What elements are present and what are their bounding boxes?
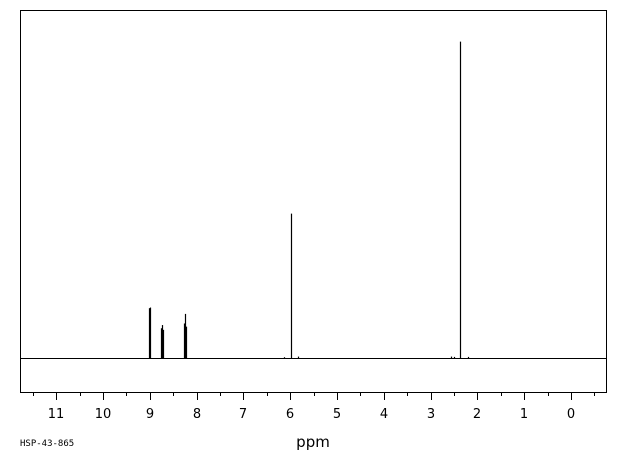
x-tick-label: 10 (95, 407, 112, 422)
x-tick-label: 11 (48, 407, 65, 422)
spectrum-series (148, 41, 470, 359)
x-tick-label: 8 (193, 407, 201, 422)
x-tick-label: 9 (146, 407, 154, 422)
x-tick-label: 3 (427, 407, 435, 422)
x-tick-label: 2 (473, 407, 481, 422)
x-axis: 11 10 9 8 7 6 5 4 3 2 1 0 (33, 392, 595, 422)
x-tick-label: 5 (333, 407, 341, 422)
x-axis-label: ppm (296, 433, 330, 451)
spectrum-id-label: HSP-43-865 (20, 439, 74, 449)
x-tick-label: 1 (520, 407, 528, 422)
x-tick-label: 7 (239, 407, 247, 422)
x-tick-label: 0 (567, 407, 575, 422)
plot-frame (20, 10, 607, 393)
x-tick-label: 6 (286, 407, 294, 422)
x-tick-label: 4 (380, 407, 388, 422)
